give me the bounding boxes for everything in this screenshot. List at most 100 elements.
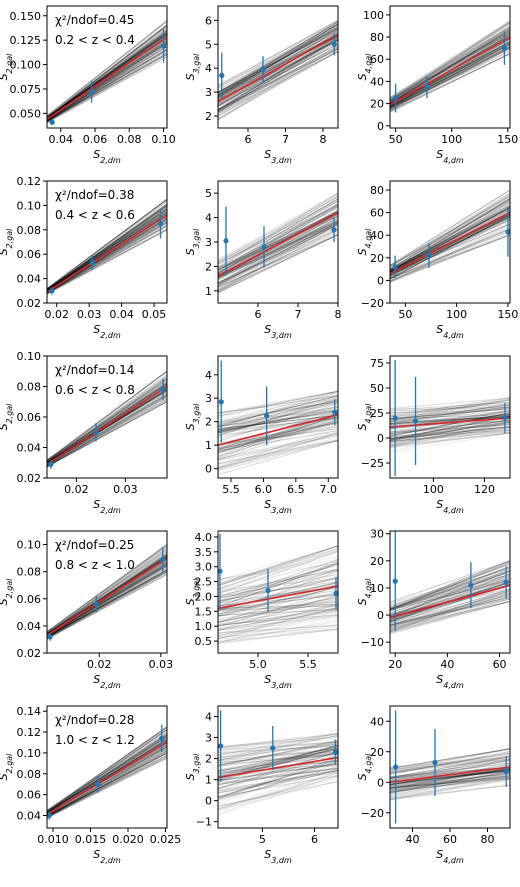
sample-line: [47, 224, 167, 294]
sample-line: [390, 19, 510, 99]
sample-line: [47, 25, 167, 119]
sample-line: [218, 603, 338, 610]
sample-line: [218, 400, 338, 424]
sample-line: [47, 43, 167, 123]
sample-line: [47, 205, 167, 291]
sample-line: [218, 36, 338, 111]
sample-line: [390, 426, 510, 441]
sample-line: [390, 564, 510, 607]
sample-line: [390, 416, 510, 424]
sample-line: [390, 567, 510, 612]
sample-line: [218, 390, 338, 417]
sample-line: [218, 21, 338, 96]
data-point: [424, 84, 430, 90]
sample-line: [218, 401, 338, 432]
sample-line: [218, 561, 338, 605]
sample-line: [218, 41, 338, 111]
sample-line: [390, 189, 510, 267]
sample-line: [47, 551, 167, 633]
sample-line: [390, 214, 510, 280]
sample-line: [390, 193, 510, 267]
sample-line: [390, 198, 510, 273]
sample-line: [218, 568, 338, 597]
sample-line: [390, 426, 510, 445]
sample-line: [218, 33, 338, 100]
sample-line: [47, 205, 167, 292]
sample-line: [218, 422, 338, 453]
sample-line: [47, 562, 167, 638]
sample-line: [218, 423, 338, 448]
sample-line: [47, 381, 167, 462]
sample-line: [47, 739, 167, 813]
sample-line: [390, 426, 510, 452]
sample-line: [218, 39, 338, 116]
sample-line: [47, 726, 167, 812]
sample-line: [390, 598, 510, 633]
y-tick-label: 0.10: [17, 539, 42, 552]
sample-line: [218, 27, 338, 87]
sample-line: [47, 213, 167, 291]
sample-line: [390, 778, 510, 798]
sample-line: [390, 592, 510, 629]
sample-line: [218, 740, 338, 761]
sample-line: [218, 560, 338, 590]
sample-line: [218, 409, 338, 424]
sample-line: [47, 370, 167, 461]
sample-line: [47, 393, 167, 465]
sample-line: [218, 204, 338, 265]
sample-line: [390, 406, 510, 423]
sample-line: [47, 48, 167, 122]
sample-line: [218, 35, 338, 110]
sample-line: [218, 31, 338, 101]
sample-line: [218, 19, 338, 87]
sample-line: [390, 590, 510, 630]
sample-line: [47, 571, 167, 640]
sample-line: [218, 223, 338, 287]
sample-line: [47, 729, 167, 814]
sample-line: [218, 19, 338, 87]
sample-line: [390, 748, 510, 769]
sample-line: [47, 381, 167, 462]
sample-line: [218, 209, 338, 274]
sample-line: [218, 760, 338, 790]
sample-line: [47, 382, 167, 464]
sample-line: [390, 601, 510, 629]
sample-line: [390, 420, 510, 433]
sample-line: [47, 401, 167, 468]
sample-line: [390, 412, 510, 436]
sample-line: [47, 24, 167, 119]
sample-line: [47, 733, 167, 812]
sample-line: [47, 567, 167, 639]
data-point: [331, 227, 337, 233]
sample-line: [390, 24, 510, 101]
sample-line: [218, 201, 338, 265]
x-tick-label: 5: [259, 833, 266, 846]
sample-line: [47, 752, 167, 818]
sample-line: [47, 377, 167, 462]
sample-line: [47, 42, 167, 122]
sample-line: [390, 399, 510, 418]
sample-line: [47, 209, 167, 290]
sample-line: [218, 611, 338, 644]
sample-line: [218, 26, 338, 97]
sample-line: [390, 210, 510, 272]
sample-line: [390, 601, 510, 633]
sample-line: [47, 209, 167, 291]
sample-line: [218, 400, 338, 423]
sample-line: [390, 403, 510, 414]
sample-line: [390, 226, 510, 283]
sample-line: [218, 390, 338, 415]
sample-line: [47, 398, 167, 468]
sample-line: [390, 419, 510, 434]
sample-line: [218, 206, 338, 275]
sample-line: [47, 222, 167, 294]
panel-r3-c2: 20 40 60 −10 0 10 20 30 S4,dm S4,gal: [356, 528, 511, 690]
sample-line: [47, 56, 167, 123]
sample-line: [47, 198, 167, 289]
sample-line: [218, 439, 338, 476]
sample-line: [218, 233, 338, 288]
sample-line: [218, 545, 338, 591]
sample-line: [218, 587, 338, 615]
sample-line: [218, 747, 338, 782]
sample-line: [390, 752, 510, 773]
